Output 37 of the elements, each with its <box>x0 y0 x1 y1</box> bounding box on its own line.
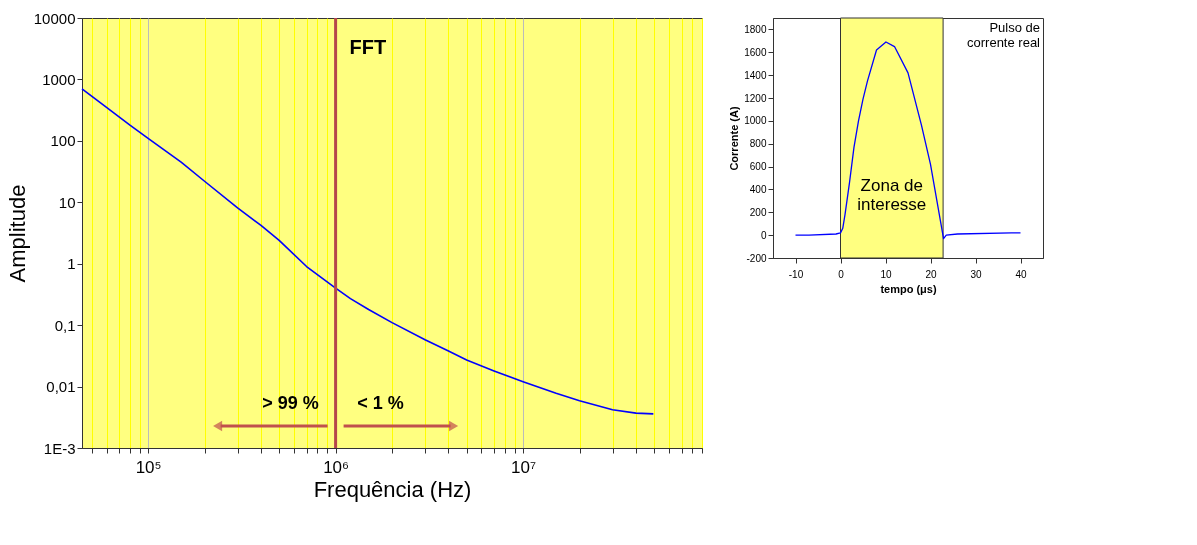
y-tick-label: 400 <box>749 183 767 195</box>
y-tick-label: 1E-3 <box>43 439 76 457</box>
y-tick-label: 1000 <box>744 115 767 127</box>
x-tick-label: 30 <box>970 268 982 280</box>
y-tick-label: 1400 <box>744 69 767 81</box>
x-tick-label: 10⁶ <box>323 457 350 477</box>
y-tick-label: 1 <box>67 255 76 273</box>
y-tick-label: 0 <box>760 229 767 241</box>
ref-line-label: FFT <box>349 36 387 58</box>
y-tick-label: 800 <box>749 138 767 150</box>
x-tick-label: -10 <box>788 268 804 280</box>
x-tick-label: 20 <box>925 268 937 280</box>
x-axis-title: Frequência (Hz) <box>313 476 472 502</box>
x-tick-label: 10⁷ <box>511 457 537 477</box>
y-tick-label: 0,1 <box>54 316 76 334</box>
x-axis-title: tempo (μs) <box>880 282 937 295</box>
annotation: Pulso de corrente real <box>967 20 1041 50</box>
y-tick-label: 1600 <box>744 46 767 58</box>
y-tick-label: 1000 <box>42 70 76 88</box>
annotation: > 99 % <box>262 393 319 413</box>
y-tick-label: 0,01 <box>46 378 76 396</box>
y-axis-title: Amplitude <box>4 184 30 283</box>
x-tick-label: 10 <box>880 268 892 280</box>
y-tick-label: 1200 <box>744 92 767 104</box>
y-tick-label: 600 <box>749 161 767 173</box>
y-tick-label: 1800 <box>744 23 767 35</box>
band-label: Zona de interesse <box>857 176 927 214</box>
y-tick-label: -200 <box>746 252 767 264</box>
x-tick-label: 10⁵ <box>135 457 162 477</box>
y-tick-label: 200 <box>749 206 767 218</box>
x-tick-label: 40 <box>1015 268 1027 280</box>
annotation: < 1 % <box>357 393 404 413</box>
x-tick-label: 0 <box>838 268 845 280</box>
y-axis-title: Corrente (A) <box>728 106 741 171</box>
y-tick-label: 10 <box>58 193 76 211</box>
y-tick-label: 100 <box>50 132 76 150</box>
y-tick-label: 10000 <box>33 9 76 27</box>
